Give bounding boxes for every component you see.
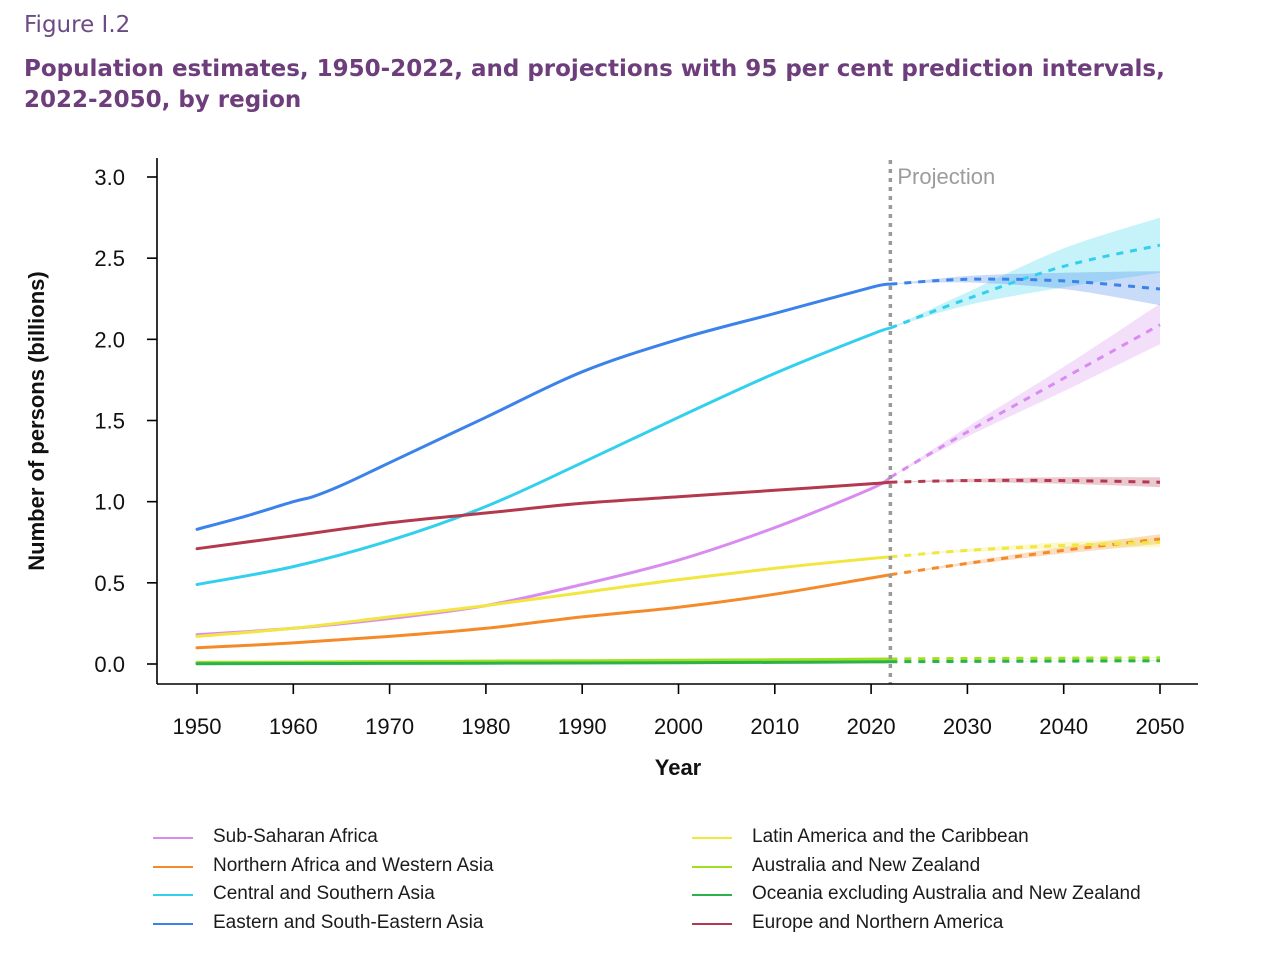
legend-label: Oceania excluding Australia and New Zeal…	[752, 883, 1141, 904]
northern-africa-and-western-asia-projection-line	[890, 537, 1161, 577]
eastern-and-south-eastern-asia-estimate-line	[195, 282, 892, 531]
y-tick-label: 3.0	[94, 165, 125, 190]
y-tick-label: 0.5	[94, 571, 125, 596]
series-lines	[195, 243, 1161, 666]
legend-swatch	[692, 866, 732, 868]
legend-label: Eastern and South-Eastern Asia	[213, 912, 484, 933]
projection-label: Projection	[897, 164, 995, 189]
legend-label: Latin America and the Caribbean	[752, 826, 1029, 847]
sub-saharan-africa-interval-band	[890, 303, 1160, 478]
x-tick-label: 2000	[654, 714, 703, 739]
legend-swatch	[153, 923, 193, 925]
legend-label: Northern Africa and Western Asia	[213, 855, 494, 876]
legend-label: Central and Southern Asia	[213, 883, 435, 904]
x-tick-label: 1990	[558, 714, 607, 739]
x-axis-title: Year	[655, 755, 702, 780]
legend-swatch	[692, 923, 732, 925]
legend-label: Australia and New Zealand	[752, 855, 981, 876]
legend-swatch	[153, 866, 193, 868]
y-tick-label: 2.0	[94, 327, 125, 352]
northern-africa-and-western-asia-estimate-line	[195, 573, 892, 650]
x-tick-label: 2050	[1136, 714, 1185, 739]
x-tick-label: 1960	[269, 714, 318, 739]
oceania-excluding-australia-and-new-zealand-estimate-line	[195, 660, 892, 666]
x-tick-label: 1980	[461, 714, 510, 739]
legend-swatch	[153, 837, 193, 839]
legend-swatch	[692, 894, 732, 896]
latin-america-and-the-caribbean-projection-line	[890, 540, 1161, 559]
central-and-southern-asia-projection-line	[889, 243, 1161, 330]
x-tick-label: 2010	[750, 714, 799, 739]
x-tick-label: 2020	[847, 714, 896, 739]
central-and-southern-asia-estimate-line	[195, 326, 892, 586]
x-tick-label: 2040	[1039, 714, 1088, 739]
eastern-and-south-eastern-asia-projection-line	[890, 277, 1161, 291]
y-tick-label: 1.0	[94, 490, 125, 515]
latin-america-and-the-caribbean-interval-band	[890, 537, 1160, 557]
x-tick-label: 2030	[943, 714, 992, 739]
y-tick-label: 0.0	[94, 652, 125, 677]
x-tick-label: 1950	[173, 714, 222, 739]
legend-label: Europe and Northern America	[752, 912, 1004, 933]
oceania-excluding-australia-and-new-zealand-projection-line	[890, 659, 1161, 664]
chart-axes: Projection 0.0 0.5 1.0 1.5 2.0 2.5 3.0 1950 1960 1…	[24, 158, 1198, 780]
legend-swatch	[692, 837, 732, 839]
australia-and-new-zealand-projection-line	[890, 656, 1161, 661]
eastern-and-south-eastern-asia-interval-band	[890, 271, 1160, 306]
y-axis-title: Number of persons (billions)	[24, 271, 49, 570]
figure-label: Figure I.2	[24, 12, 131, 38]
y-tick-label: 2.5	[94, 246, 125, 271]
oceania-excluding-australia-and-new-zealand-interval-band	[890, 660, 1160, 662]
x-tick-label: 1970	[365, 714, 414, 739]
y-tick-label: 1.5	[94, 409, 125, 434]
legend-label: Sub-Saharan Africa	[213, 826, 378, 847]
europe-and-northern-america-estimate-line	[195, 480, 892, 551]
latin-america-and-the-caribbean-estimate-line	[195, 555, 892, 638]
central-and-southern-asia-interval-band	[890, 217, 1160, 328]
legend-swatch	[153, 894, 193, 896]
figure-title: Population estimates, 1950-2022, and pro…	[24, 56, 1165, 113]
australia-and-new-zealand-estimate-line	[195, 657, 892, 664]
europe-and-northern-america-projection-line	[890, 478, 1161, 484]
